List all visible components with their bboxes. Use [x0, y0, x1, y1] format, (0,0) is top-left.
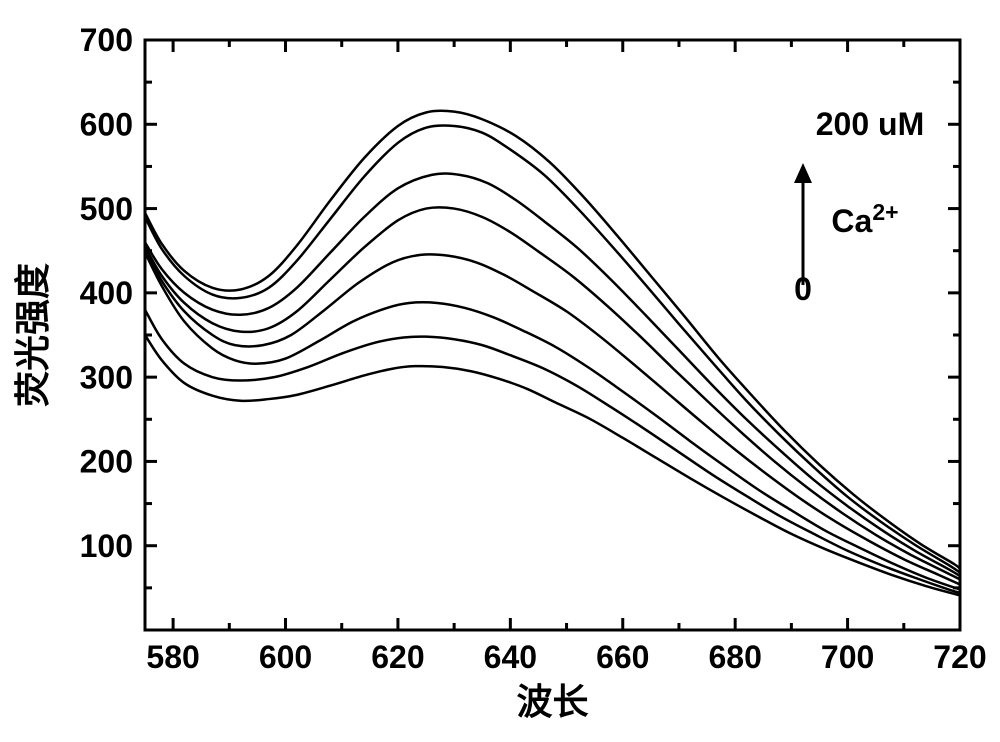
x-axis-title: 波长 — [516, 681, 588, 722]
y-tick-label: 600 — [80, 106, 133, 142]
spectrum-curve — [145, 111, 960, 570]
spectrum-chart: 580 600 620 640 660 680 700 720 100 200 300 400 500 6… — [0, 0, 1000, 742]
annotation-top-label: 200 uM — [816, 106, 924, 142]
y-axis-title: 荧光强度 — [12, 263, 53, 407]
x-tick-label: 720 — [933, 639, 986, 675]
x-tick-label: 640 — [484, 639, 537, 675]
y-tick-label: 100 — [80, 528, 133, 564]
x-tick-label: 660 — [596, 639, 649, 675]
y-tick-label: 400 — [80, 275, 133, 311]
y-tick-label: 500 — [80, 191, 133, 227]
chart-container: 580 600 620 640 660 680 700 720 100 200 300 400 500 6… — [0, 0, 1000, 742]
x-tick-label: 700 — [821, 639, 874, 675]
x-tick-label: 680 — [708, 639, 761, 675]
annotation-bottom-label: 0 — [794, 271, 812, 307]
y-tick-label: 300 — [80, 359, 133, 395]
x-tick-label: 580 — [146, 639, 199, 675]
spectrum-curve — [145, 125, 960, 572]
y-tick-label: 700 — [80, 22, 133, 58]
spectrum-curve — [145, 249, 960, 584]
spectrum-curve — [145, 310, 960, 593]
annotation-mid-label: Ca2+ — [831, 199, 898, 239]
x-tick-label: 600 — [259, 639, 312, 675]
curves-group — [145, 111, 960, 596]
x-tick-label: 620 — [371, 639, 424, 675]
y-tick-label: 200 — [80, 444, 133, 480]
